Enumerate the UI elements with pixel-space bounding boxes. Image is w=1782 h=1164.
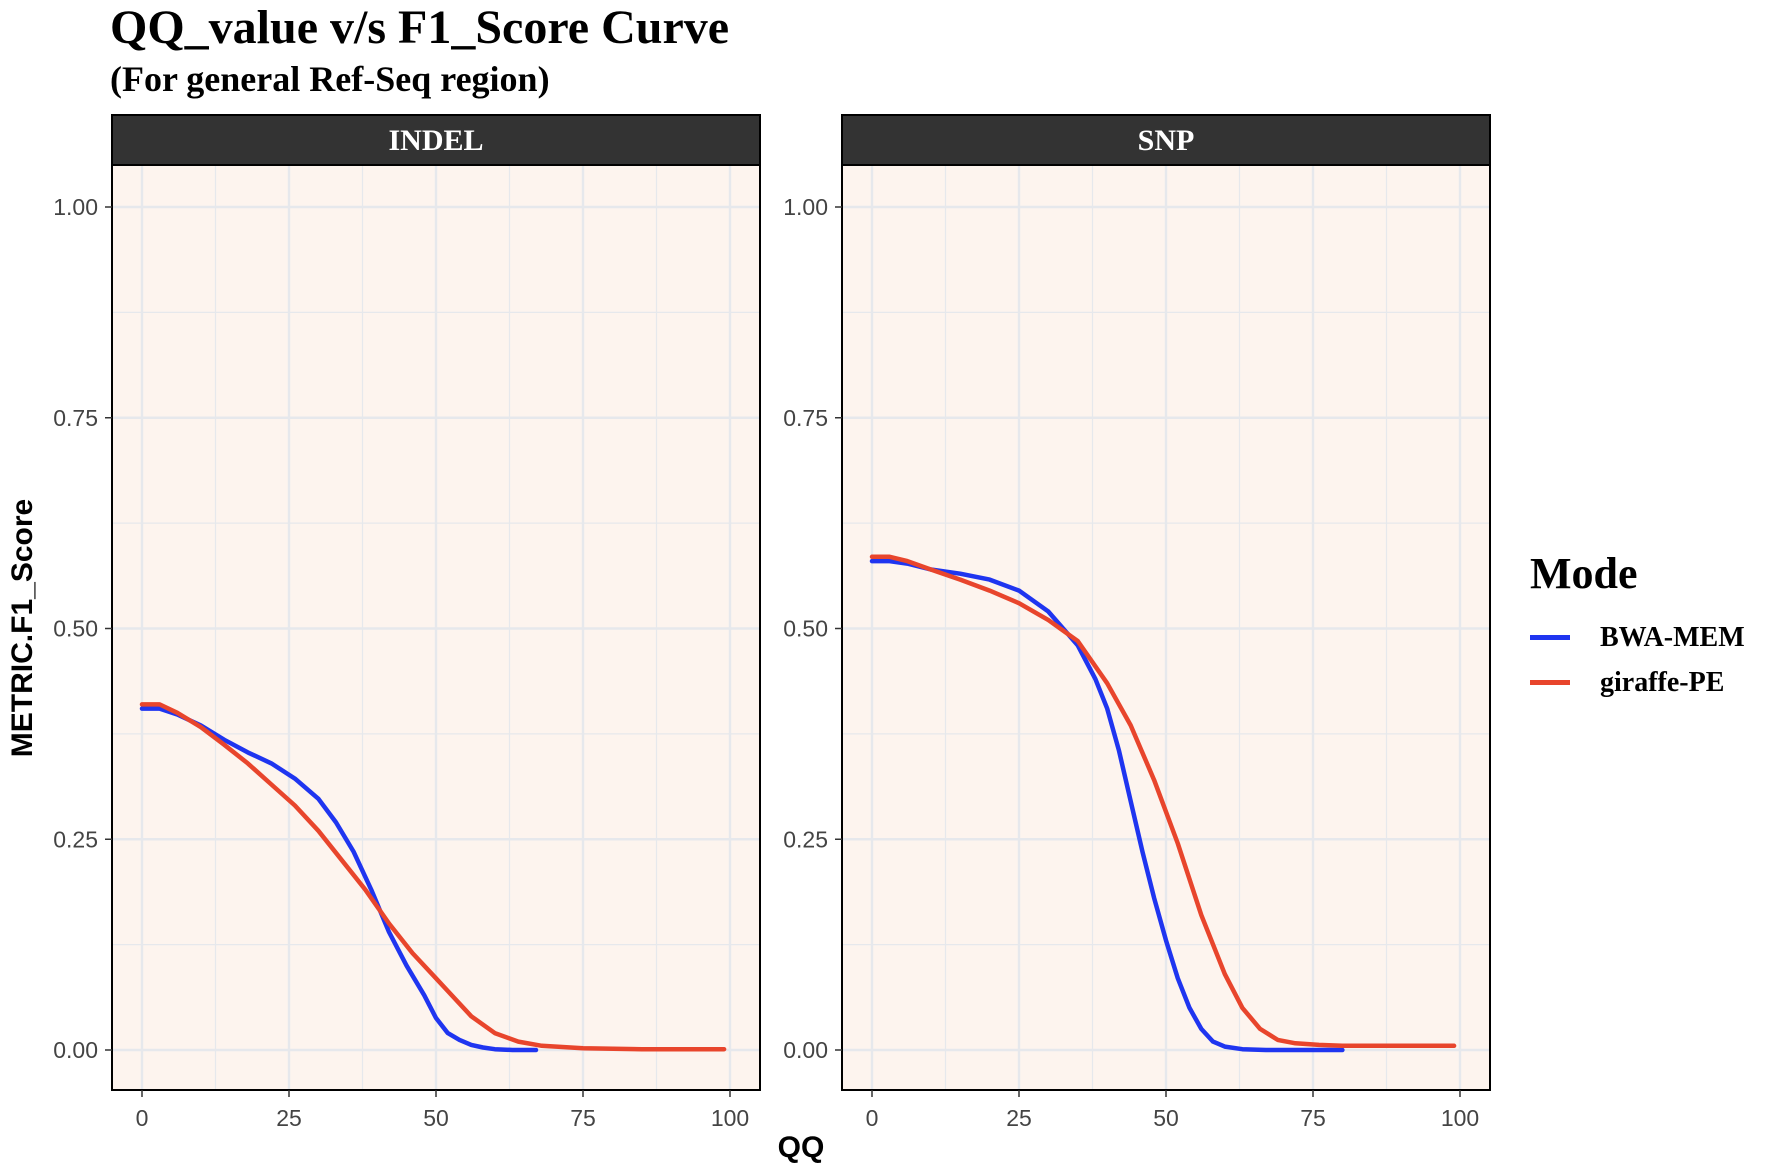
y-tick-label: 0.00 xyxy=(53,1037,98,1063)
y-tick-label: 0.25 xyxy=(53,826,98,852)
legend-label-bwa-mem: BWA-MEM xyxy=(1600,621,1745,653)
chart-title: QQ_value v/s F1_Score Curve xyxy=(110,1,730,54)
facet-strip-indel xyxy=(111,114,761,166)
facet-strip-snp xyxy=(841,114,1491,166)
x-tick-label: 75 xyxy=(1300,1105,1326,1131)
series-line-bwa-mem-snp xyxy=(869,558,1345,1053)
series-line-bwa-mem-indel xyxy=(139,706,539,1053)
y-tick-label: 0.50 xyxy=(53,616,98,642)
y-tick-label: 0.50 xyxy=(783,616,828,642)
y-tick-label: 0.75 xyxy=(53,405,98,431)
y-tick-label: 0.75 xyxy=(783,405,828,431)
series-line-giraffe-pe-indel xyxy=(139,702,727,1052)
chart-subtitle: (For general Ref-Seq region) xyxy=(110,59,550,99)
y-tick-label: 0.00 xyxy=(783,1037,828,1063)
x-tick-label: 100 xyxy=(1441,1105,1479,1131)
x-tick-label: 25 xyxy=(276,1105,302,1131)
legend-title: Mode xyxy=(1530,549,1638,598)
y-tick-label: 1.00 xyxy=(53,194,98,220)
legend: Mode BWA-MEM giraffe-PE xyxy=(1530,548,1745,705)
x-axis-title: QQ xyxy=(778,1131,825,1164)
x-tick-label: 75 xyxy=(570,1105,596,1131)
facet-label-snp: SNP xyxy=(1138,124,1195,157)
x-tick-label: 50 xyxy=(423,1105,449,1131)
y-axis-title: METRIC.F1_Score xyxy=(6,499,39,757)
legend-key-giraffe-pe xyxy=(1530,680,1570,685)
x-tick-label: 100 xyxy=(711,1105,749,1131)
facet-label-indel: INDEL xyxy=(388,124,483,157)
legend-item-bwa-mem: BWA-MEM xyxy=(1530,615,1745,660)
legend-label-giraffe-pe: giraffe-PE xyxy=(1600,666,1725,698)
x-tick-label: 50 xyxy=(1153,1105,1179,1131)
x-tick-label: 25 xyxy=(1006,1105,1032,1131)
y-tick-label: 0.25 xyxy=(783,826,828,852)
legend-item-giraffe-pe: giraffe-PE xyxy=(1530,660,1745,705)
x-tick-label: 0 xyxy=(136,1105,149,1131)
series-line-giraffe-pe-snp xyxy=(869,554,1457,1049)
x-tick-label: 0 xyxy=(866,1105,879,1131)
legend-key-bwa-mem xyxy=(1530,635,1570,640)
y-tick-label: 1.00 xyxy=(783,194,828,220)
